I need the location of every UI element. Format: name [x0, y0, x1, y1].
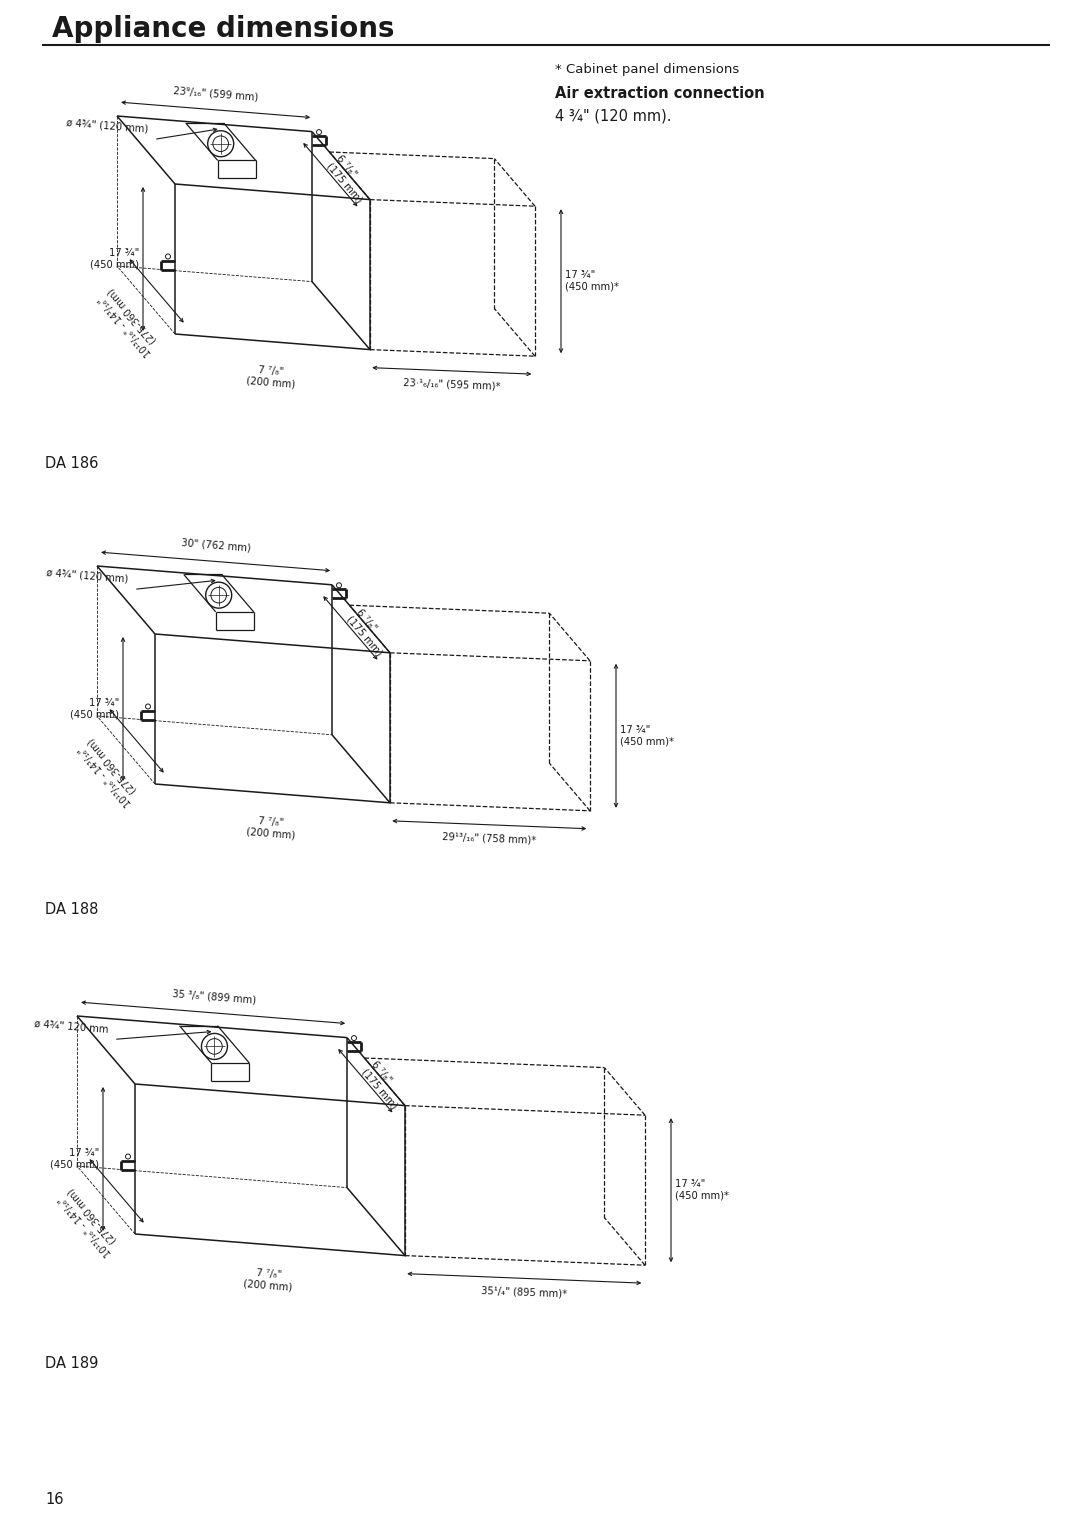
Text: Air extraction connection: Air extraction connection [555, 87, 765, 101]
Text: 4 ¾" (120 mm).: 4 ¾" (120 mm). [555, 109, 672, 124]
Text: 16: 16 [45, 1491, 64, 1506]
Text: Appliance dimensions: Appliance dimensions [52, 15, 394, 43]
Text: 30" (762 mm): 30" (762 mm) [181, 538, 252, 553]
Text: 17 ¾"
(450 mm)*: 17 ¾" (450 mm)* [620, 725, 674, 746]
Text: 10¹³/₁₆" - 14³/₁₆"
(275-360 mm): 10¹³/₁₆" - 14³/₁₆" (275-360 mm) [97, 286, 163, 358]
Text: 35¹/₄" (895 mm)*: 35¹/₄" (895 mm)* [481, 1286, 567, 1298]
Text: DA 189: DA 189 [45, 1356, 98, 1372]
Text: 7 ⁷/₈"
(200 mm): 7 ⁷/₈" (200 mm) [243, 1266, 294, 1292]
Text: 7 ⁷/₈"
(200 mm): 7 ⁷/₈" (200 mm) [245, 364, 296, 390]
Text: ø 4¾" (120 mm): ø 4¾" (120 mm) [66, 118, 149, 135]
Text: 17 ¾"
(450 mm): 17 ¾" (450 mm) [90, 248, 139, 269]
Text: 17 ¾"
(450 mm)*: 17 ¾" (450 mm)* [675, 1179, 729, 1200]
Text: DA 188: DA 188 [45, 902, 98, 916]
Text: 17 ¾"
(450 mm): 17 ¾" (450 mm) [70, 699, 119, 720]
Text: 35 ³/₈" (899 mm): 35 ³/₈" (899 mm) [172, 988, 256, 1005]
Text: * Cabinet panel dimensions: * Cabinet panel dimensions [555, 63, 739, 75]
Text: 6 ⁷/₈"
(175 mm): 6 ⁷/₈" (175 mm) [360, 1060, 408, 1112]
Text: ø 4¾" (120 mm): ø 4¾" (120 mm) [46, 567, 129, 584]
Text: 17 ¾"
(450 mm)*: 17 ¾" (450 mm)* [565, 271, 619, 292]
Text: 10¹³/₁₆" - 14³/₁₆"
(275-360 mm): 10¹³/₁₆" - 14³/₁₆" (275-360 mm) [77, 735, 143, 807]
Text: 23⁹/₁₆" (599 mm): 23⁹/₁₆" (599 mm) [174, 86, 259, 102]
Text: 10¹³/₁₆" - 14³/₁₆"
(275-360 mm): 10¹³/₁₆" - 14³/₁₆" (275-360 mm) [57, 1185, 123, 1257]
Text: 7 ⁷/₈"
(200 mm): 7 ⁷/₈" (200 mm) [245, 815, 296, 841]
Text: 6 ⁷/₈"
(175 mm): 6 ⁷/₈" (175 mm) [345, 607, 393, 657]
Text: ø 4¾" 120 mm: ø 4¾" 120 mm [33, 1018, 109, 1035]
Text: 17 ¾"
(450 mm): 17 ¾" (450 mm) [50, 1148, 99, 1170]
Text: 23·¹₆/₁₆" (595 mm)*: 23·¹₆/₁₆" (595 mm)* [403, 378, 500, 391]
Text: 6 ⁷/₈"
(175 mm): 6 ⁷/₈" (175 mm) [325, 153, 374, 205]
Text: DA 186: DA 186 [45, 457, 98, 471]
Text: 29¹³/₁₆" (758 mm)*: 29¹³/₁₆" (758 mm)* [442, 832, 537, 846]
